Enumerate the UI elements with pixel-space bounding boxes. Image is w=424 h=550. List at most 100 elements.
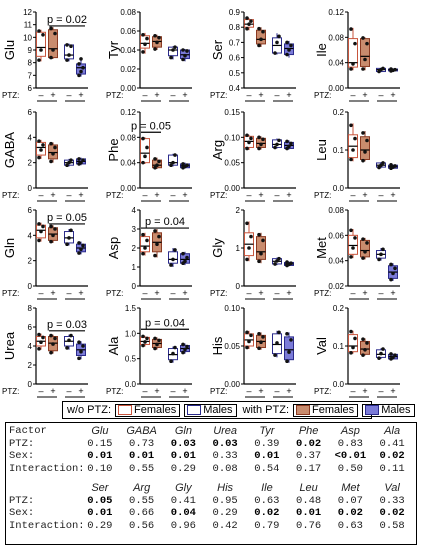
data-point-his [249,333,253,338]
x-tick-label-tyr: – [170,90,175,100]
data-point-tyr [173,45,177,49]
y-tick-label-tyr: 0.08 [120,8,136,17]
x-tick-label-his: – [246,386,251,396]
data-point-leu [349,123,353,128]
data-point-gly [277,256,281,261]
x-prefix-met: PTZ: [314,289,331,298]
y-tick-label-asp: 1 [132,263,137,272]
x-tick-label-ala: + [182,386,187,396]
data-point-glu [81,65,85,70]
data-point-glu [39,48,43,52]
data-point-his [277,330,281,335]
stats-factor-gaba: GABA [126,425,157,438]
data-point-tyr [141,33,145,37]
y-tick-label-met: 0.04 [328,257,344,266]
data-point-gln [49,224,53,229]
data-point-val [377,356,381,360]
legend-without-label: w/o PTZ: [67,404,112,416]
data-point-gaba [53,145,57,150]
x-tick-label-arg: – [246,190,251,200]
data-point-asp [183,259,187,264]
x-tick-label-urea: + [78,386,83,396]
data-point-urea [65,346,69,350]
x-tick-label-urea: – [66,386,71,396]
y-tick-label-urea: 0 [28,380,33,389]
y-tick-label-leu: 0.1 [333,146,345,155]
x-tick-label-ser: + [258,90,263,100]
x-tick-label-asp: + [154,288,159,298]
data-point-arg [247,140,251,145]
data-point-tyr [181,57,185,62]
y-tick-label-ala: 0.0 [125,380,137,389]
data-point-his [247,339,251,344]
data-point-phe [155,163,159,167]
y-tick-label-leu: 0.0 [333,184,345,193]
x-tick-label-ala: – [170,386,175,396]
data-point-met [353,236,357,240]
stats-value: 0.63 [337,519,363,532]
data-point-phe [153,157,157,161]
stats-value: 0.39 [254,437,280,450]
y-tick-label-arg: 0.15 [224,108,240,117]
data-point-val [363,348,367,352]
y-tick-label-asp: 0 [132,282,137,291]
x-tick-label-val: + [390,386,395,396]
x-tick-label-val: + [362,386,367,396]
y-tick-label-gaba: 2 [28,159,33,168]
x-tick-label-glu: – [38,90,43,100]
y-tick-label-asp: 2 [132,244,137,253]
y-tick-label-glu: 8 [28,59,33,68]
stats-factor-gln: Gln [174,425,192,438]
data-point-arg [275,142,279,147]
x-prefix-phe: PTZ: [106,191,123,200]
data-point-asp [171,257,175,262]
data-point-his [285,359,289,364]
data-point-leu [353,136,357,141]
data-point-asp [143,246,147,250]
data-point-val [381,347,385,351]
stats-value: 0.01 [129,450,155,463]
data-point-glu [67,53,71,57]
data-point-gaba [37,155,41,160]
y-tick-label-phe: 0.04 [120,159,136,168]
data-point-asp [153,229,157,233]
data-point-ala [141,343,145,348]
data-point-met [349,255,353,259]
y-tick-label-his: 0.10 [224,304,240,313]
x-tick-label-arg: – [274,190,279,200]
x-tick-label-asp: – [170,288,175,298]
panel-label-gaba: GABA [2,132,17,168]
stats-table: Factor Glu GABA Gln Urea Tyr Phe Asp Ala PTZ: 0.15… [5,422,417,545]
y-tick-label-glu: 9 [28,46,33,55]
data-point-arg [277,138,281,143]
data-point-gaba [39,148,43,152]
panel-label-phe: Phe [106,138,121,161]
x-prefix-arg: PTZ: [210,191,227,200]
y-tick-label-his: 0.05 [224,342,240,351]
data-point-ser [285,52,289,57]
stats-value: 0.50 [337,462,363,475]
stats-value: 0.02 [254,507,280,520]
data-point-arg [287,144,291,149]
stats-factor-his: His [217,482,234,495]
stats-row: Sex: 0.01 0.01 0.01 0.33 0.01 0.37 <0.01 0.02 [9,450,413,463]
x-tick-label-ala: – [142,386,147,396]
data-point-ala [153,336,157,341]
data-point-tyr [183,53,187,58]
data-point-glu [51,48,55,52]
legend: w/o PTZ: Females Males with PTZ: Females… [62,401,415,419]
x-tick-label-met: + [390,288,395,298]
y-tick-label-gaba: 6 [28,108,33,117]
x-tick-label-ser: – [246,90,251,100]
stats-value: 0.83 [337,437,363,450]
legend-swatch-males-without [187,405,202,415]
y-tick-label-ala: 1.5 [125,304,137,313]
data-point-asp [173,248,177,252]
data-point-ser [257,26,261,31]
data-point-leu [381,161,385,165]
stats-value: 0.01 [87,507,113,520]
y-tick-label-tyr: 0.02 [120,65,136,74]
data-point-glu [49,26,53,31]
data-point-arg [273,145,277,150]
panel-label-ser: Ser [210,39,225,60]
